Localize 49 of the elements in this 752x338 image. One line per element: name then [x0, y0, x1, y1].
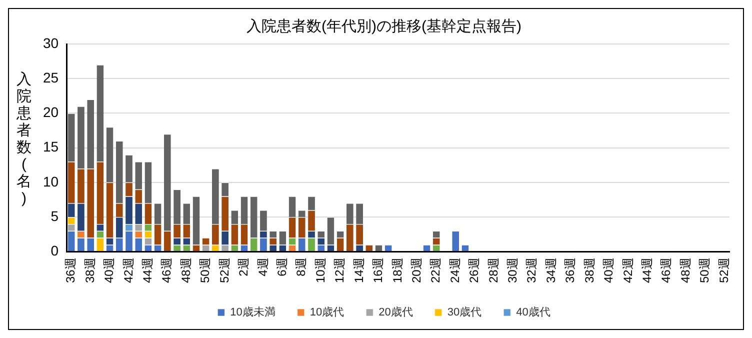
x-tick-label: 52週 — [716, 258, 731, 284]
x-tick-label: 46週 — [659, 258, 674, 284]
x-tick-label: 40週 — [102, 258, 116, 284]
x-tick-label: 46週 — [160, 258, 174, 284]
x-tick-label: 44週 — [140, 258, 155, 284]
x-tick-label: 10週 — [313, 258, 328, 284]
x-tick-label: 2週 — [236, 258, 251, 276]
x-tick-label: 26週 — [467, 258, 482, 284]
x-tick-label: 18週 — [390, 258, 404, 284]
legend-label: 40歳代 — [516, 306, 550, 319]
chart-title: 入院患者数(年代別)の推移(基幹定点報告) — [246, 18, 522, 36]
y-tick-label: 25 — [42, 69, 59, 86]
x-tick-label: 50週 — [698, 258, 712, 284]
x-tick-label: 30週 — [506, 258, 520, 284]
x-tick-label: 16週 — [371, 258, 386, 284]
x-tick-label: 20週 — [409, 258, 424, 284]
y-tick-label: 15 — [42, 138, 59, 155]
legend-label: 10歳代 — [310, 306, 344, 319]
y-axis-title: 入院患者数(名) — [16, 71, 32, 207]
x-tick-label: 42週 — [620, 258, 635, 284]
x-tick-label: 8週 — [294, 258, 308, 276]
x-tick-label: 48週 — [178, 258, 193, 284]
x-tick-label: 22週 — [428, 258, 443, 284]
x-tick-label: 24週 — [448, 258, 462, 284]
x-tick-label: 4週 — [256, 258, 270, 276]
x-tick-label: 50週 — [198, 258, 212, 284]
x-tick-label: 44週 — [640, 258, 654, 284]
legend-label: 30歳代 — [447, 306, 482, 319]
x-tick-label: 38週 — [82, 258, 97, 284]
x-tick-label: 12週 — [332, 258, 347, 284]
y-tick-label: 30 — [42, 34, 59, 51]
legend-label: 10歳未満 — [230, 306, 276, 319]
legend-label: 20歳代 — [378, 306, 413, 319]
x-tick-label: 38週 — [582, 258, 596, 284]
x-tick-label: 52週 — [217, 258, 232, 284]
x-tick-label: 34週 — [544, 258, 558, 284]
y-tick-label: 5 — [50, 208, 59, 224]
x-tick-label: 42週 — [121, 258, 136, 284]
y-tick-label: 20 — [42, 104, 59, 120]
x-tick-label: 36週 — [563, 258, 578, 284]
x-tick-label: 6週 — [275, 258, 290, 276]
y-tick-label: 0 — [50, 242, 59, 259]
x-tick-label: 28週 — [486, 258, 500, 284]
x-tick-label: 32週 — [524, 258, 539, 284]
x-tick-label: 48週 — [678, 258, 692, 284]
x-tick-label: 14週 — [352, 258, 366, 284]
x-tick-label: 40週 — [602, 258, 616, 284]
x-tick-label: 36週 — [64, 258, 78, 284]
y-tick-label: 10 — [42, 173, 59, 190]
